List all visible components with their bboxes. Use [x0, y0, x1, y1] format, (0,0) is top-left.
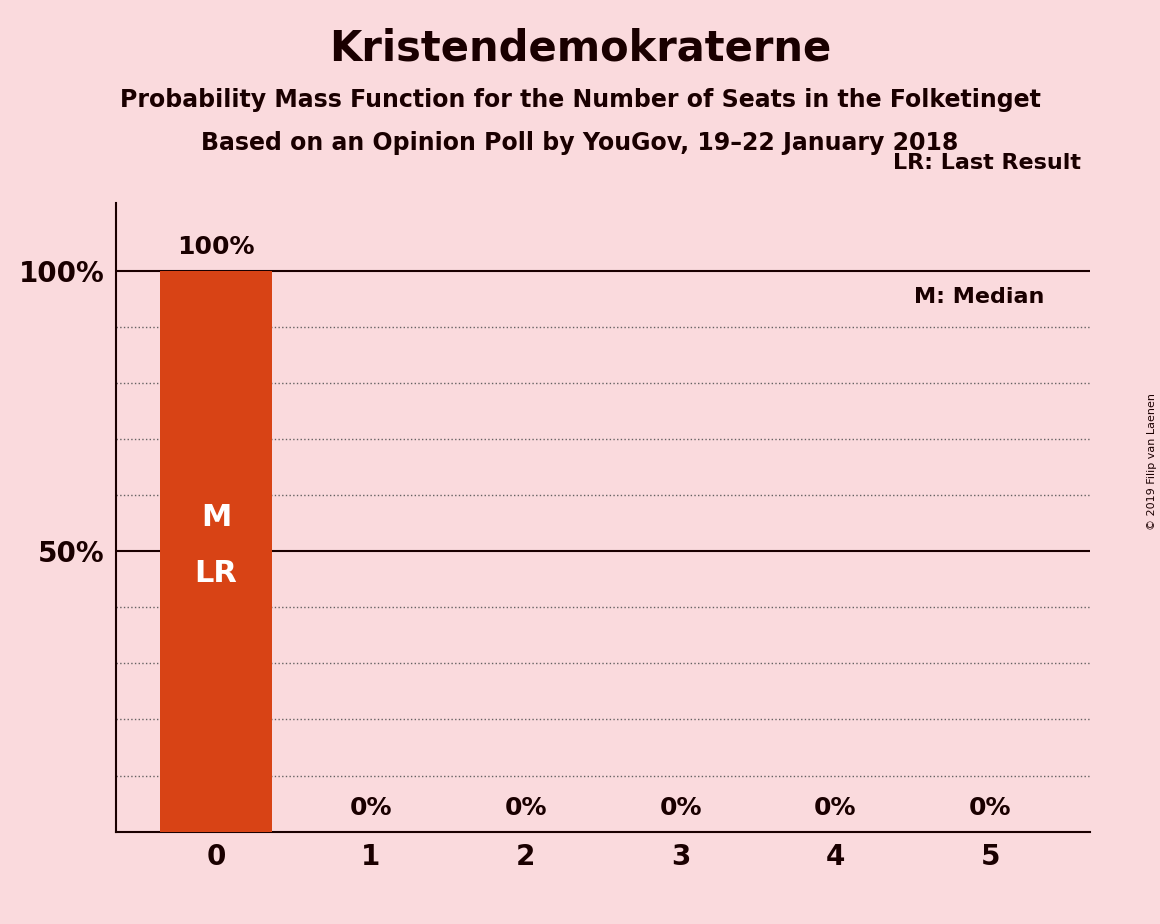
Text: LR: Last Result: LR: Last Result — [893, 153, 1081, 173]
Text: LR: LR — [195, 559, 238, 588]
Text: 0%: 0% — [505, 796, 548, 821]
Text: 0%: 0% — [659, 796, 702, 821]
Text: Probability Mass Function for the Number of Seats in the Folketinget: Probability Mass Function for the Number… — [119, 88, 1041, 112]
Text: Kristendemokraterne: Kristendemokraterne — [329, 28, 831, 69]
Text: M: Median: M: Median — [914, 287, 1044, 308]
Text: 0%: 0% — [349, 796, 392, 821]
Text: © 2019 Filip van Laenen: © 2019 Filip van Laenen — [1147, 394, 1157, 530]
Bar — [160, 271, 271, 832]
Text: 0%: 0% — [969, 796, 1012, 821]
Text: 0%: 0% — [814, 796, 857, 821]
Text: 100%: 100% — [177, 236, 255, 260]
Text: M: M — [201, 503, 231, 532]
Text: Based on an Opinion Poll by YouGov, 19–22 January 2018: Based on an Opinion Poll by YouGov, 19–2… — [202, 131, 958, 155]
